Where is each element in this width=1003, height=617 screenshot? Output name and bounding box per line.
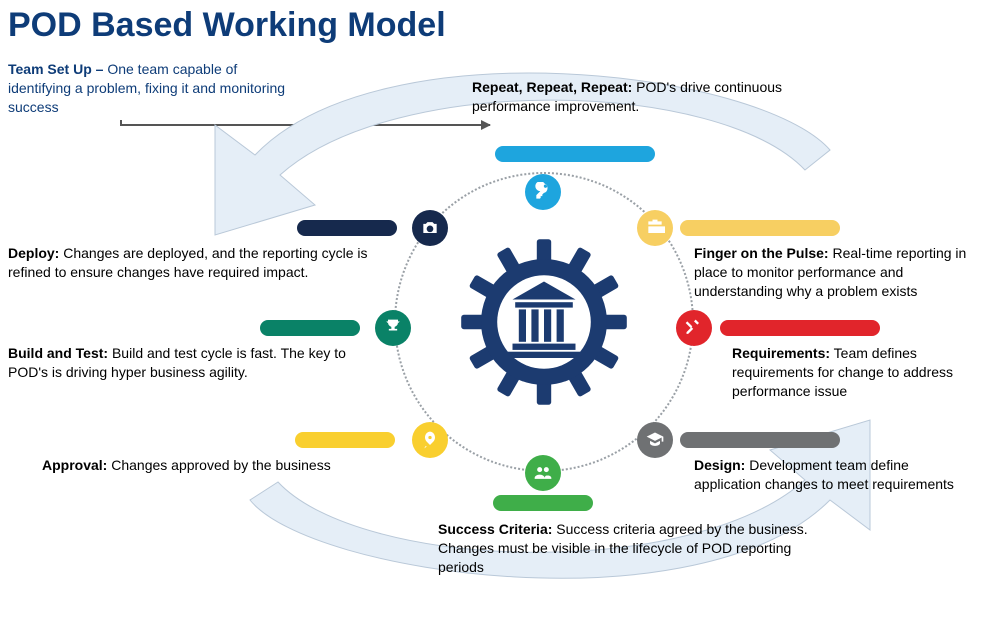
gradcap-icon (637, 422, 673, 458)
step-text-build: Build and Test: Build and test cycle is … (8, 344, 358, 382)
trophy-icon (375, 310, 411, 346)
pill-repeat (495, 146, 655, 162)
step-text-req: Requirements: Team defines requirements … (732, 344, 992, 401)
pill-req (720, 320, 880, 336)
pill-approval (295, 432, 395, 448)
tools-icon (676, 310, 712, 346)
pill-success (493, 495, 593, 511)
rocket-icon (412, 422, 448, 458)
key-icon (525, 174, 561, 210)
step-text-success: Success Criteria: Success criteria agree… (438, 520, 808, 577)
briefcase-icon (637, 210, 673, 246)
people-icon (525, 455, 561, 491)
camera-icon (412, 210, 448, 246)
pill-deploy (297, 220, 397, 236)
center-gear (454, 232, 634, 412)
pill-pulse (680, 220, 840, 236)
pill-design (680, 432, 840, 448)
step-text-repeat: Repeat, Repeat, Repeat: POD's drive cont… (472, 78, 802, 116)
pill-build (260, 320, 360, 336)
step-text-pulse: Finger on the Pulse: Real-time reporting… (694, 244, 994, 301)
step-text-deploy: Deploy: Changes are deployed, and the re… (8, 244, 388, 282)
step-text-design: Design: Development team define applicat… (694, 456, 964, 494)
step-text-approval: Approval: Changes approved by the busine… (42, 456, 402, 475)
